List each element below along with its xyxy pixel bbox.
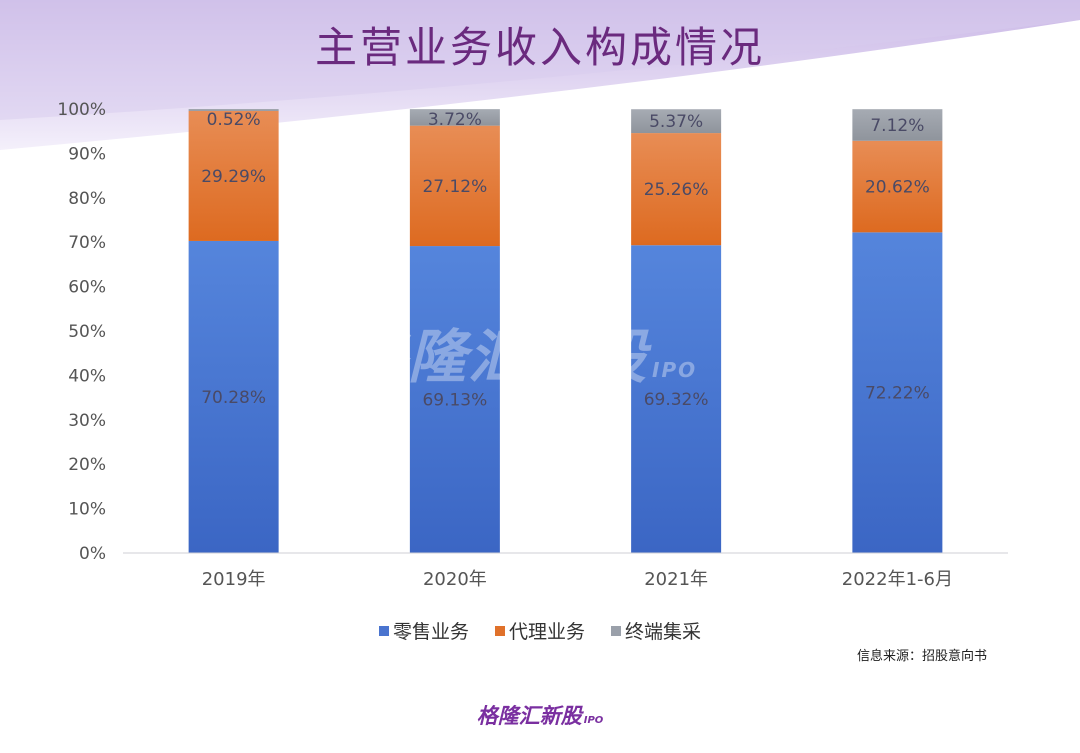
y-tick-label: 10%: [68, 500, 106, 520]
y-axis: 0% 10% 20% 30% 40% 50% 60% 70% 80% 90% 100%: [57, 100, 106, 564]
x-tick-label: 2020年: [423, 569, 487, 590]
data-label: 72.22%: [865, 384, 930, 404]
data-label: 0.52%: [207, 110, 261, 130]
bar-segment-retail: [188, 240, 279, 554]
bar-segment-terminal: [631, 109, 722, 134]
bar-segment-agency: [188, 110, 279, 241]
legend: 零售业务 代理业务 终端集采: [0, 617, 1080, 644]
brand-logo: 格隆汇新股 IPO: [0, 700, 1080, 730]
bar-segment-terminal: [852, 109, 943, 141]
watermark-name: 格隆汇新股: [348, 323, 649, 391]
data-label: 69.13%: [422, 391, 487, 411]
bar-segment-terminal: [409, 109, 500, 126]
y-tick-label: 70%: [68, 233, 106, 253]
watermark-suffix: IPO: [652, 358, 698, 382]
data-label: 20.62%: [865, 178, 930, 198]
data-label: 69.32%: [644, 390, 709, 410]
x-axis: 2019年 2020年 2021年 2022年1-6月: [202, 569, 953, 590]
bar-segment-retail: [409, 246, 500, 553]
y-tick-label: 100%: [57, 100, 106, 120]
chart-title: 主营业务收入构成情况: [314, 23, 765, 72]
legend-item-retail: 零售业务: [378, 617, 469, 644]
bar-segment-retail: [631, 245, 722, 554]
data-label: 7.12%: [870, 116, 924, 136]
legend-label: 零售业务: [392, 621, 469, 643]
legend-swatch: [378, 625, 389, 636]
y-tick-label: 60%: [68, 278, 106, 298]
bar-segment-terminal: [188, 109, 279, 111]
legend-label: 终端集采: [625, 621, 702, 643]
bar-segment-agency: [409, 125, 500, 247]
legend-label: 代理业务: [508, 621, 585, 643]
y-tick-label: 20%: [68, 455, 106, 475]
y-tick-label: 80%: [68, 189, 106, 209]
y-tick-label: 90%: [68, 144, 106, 164]
data-label: 70.28%: [201, 388, 266, 408]
data-label: 3.72%: [428, 110, 482, 130]
watermark: 格隆汇新股 IPO: [348, 310, 697, 394]
bars-group: 70.28% 29.29% 0.52% 69.13% 27.12% 3.72% 69.32%…: [188, 109, 943, 554]
y-tick-label: 30%: [68, 411, 106, 431]
legend-item-terminal: 终端集采: [611, 617, 701, 644]
bar-segment-agency: [631, 133, 722, 246]
y-tick-label: 40%: [68, 366, 106, 386]
legend-item-agency: 代理业务: [494, 617, 585, 644]
brand-name: 格隆汇新股: [476, 704, 582, 728]
y-tick-label: 0%: [79, 544, 106, 564]
y-tick-label: 50%: [68, 322, 106, 342]
source-note: 信息来源：招股意向书: [856, 649, 987, 664]
x-tick-label: 2019年: [202, 569, 266, 590]
data-label: 29.29%: [201, 167, 266, 187]
legend-swatch: [494, 625, 505, 636]
stacked-bar-chart: 0% 10% 20% 30% 40% 50% 60% 70% 80% 90% 100% 70.28%…: [57, 100, 1008, 590]
data-label: 27.12%: [422, 177, 487, 197]
data-label: 25.26%: [644, 180, 709, 200]
x-tick-label: 2022年1-6月: [842, 569, 953, 590]
brand-suffix: IPO: [583, 715, 604, 726]
bar-segment-agency: [852, 140, 943, 233]
data-label: 5.37%: [649, 112, 703, 132]
x-tick-label: 2021年: [644, 569, 708, 590]
bar-segment-retail: [852, 232, 943, 553]
legend-swatch: [611, 625, 621, 636]
